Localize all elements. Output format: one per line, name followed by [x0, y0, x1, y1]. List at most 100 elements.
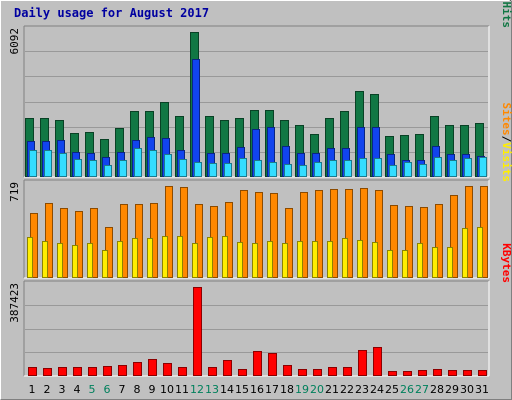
- x-tick-day-31: 31: [475, 383, 489, 396]
- panel-visits-sites: 719 Sites/Visits: [8, 103, 512, 279]
- bar-visits-day-16: [252, 243, 258, 278]
- bar-kbytes-day-15: [238, 369, 247, 376]
- legend-entry: KBytes: [500, 243, 512, 283]
- x-tick-day-3: 3: [59, 383, 66, 396]
- bar-visits-day-3: [57, 243, 63, 278]
- bar-kbytes-day-7: [118, 365, 127, 376]
- bar-sites-day-21: [330, 189, 338, 278]
- x-tick-day-27: 27: [415, 383, 429, 396]
- bar-pages-day-5: [89, 160, 97, 177]
- bar-visits-day-30: [462, 228, 468, 278]
- bar-kbytes-day-18: [283, 365, 292, 376]
- x-axis-tick-labels: 1 2 3 4 5 6 7 8 9 10 11 12 13 14 15 16 17 18 19 20 21 22 23 24 2…: [29, 383, 490, 396]
- bar-kbytes-day-4: [73, 367, 82, 376]
- bar-pages-day-17: [269, 162, 277, 177]
- bar-kbytes-day-23: [358, 350, 367, 376]
- bar-kbytes-day-27: [418, 370, 427, 376]
- x-tick-day-24: 24: [370, 383, 384, 396]
- legend-entry: Sites: [500, 103, 512, 136]
- bar-kbytes-day-22: [343, 367, 352, 376]
- x-tick-day-30: 30: [460, 383, 474, 396]
- bar-sites-day-26: [405, 206, 413, 278]
- bar-pages-day-8: [134, 148, 142, 177]
- bar-kbytes-day-19: [298, 369, 307, 376]
- x-tick-day-23: 23: [355, 383, 369, 396]
- bar-kbytes-day-13: [208, 367, 217, 376]
- x-tick-day-22: 22: [340, 383, 354, 396]
- bar-sites-day-16: [255, 192, 263, 278]
- bar-visits-day-5: [87, 243, 93, 278]
- bar-visits-day-15: [237, 242, 243, 278]
- bar-kbytes-day-17: [268, 353, 277, 376]
- bar-pages-day-11: [179, 159, 187, 177]
- bar-pages-day-6: [104, 165, 112, 177]
- x-tick-day-20: 20: [310, 383, 324, 396]
- bar-sites-day-22: [345, 189, 353, 278]
- bar-pages-day-7: [119, 160, 127, 177]
- bar-kbytes-day-29: [448, 370, 457, 376]
- bar-kbytes-day-31: [478, 370, 487, 376]
- bar-kbytes-day-28: [433, 369, 442, 376]
- bar-kbytes-day-20: [313, 369, 322, 376]
- bar-kbytes-day-3: [58, 367, 67, 376]
- x-tick-day-6: 6: [104, 383, 111, 396]
- bar-sites-day-23: [360, 188, 368, 278]
- bar-kbytes-day-1: [28, 367, 37, 376]
- bar-visits-day-19: [297, 241, 303, 278]
- panel-hits-files-pages: 6092 Pages/Files/Hits: [8, 0, 512, 178]
- bar-pages-day-2: [44, 150, 52, 177]
- bar-kbytes-day-14: [223, 360, 232, 376]
- bar-kbytes-day-9: [148, 359, 157, 376]
- bar-pages-day-15: [239, 158, 247, 177]
- bar-pages-day-30: [464, 158, 472, 177]
- x-tick-day-12: 12: [190, 383, 204, 396]
- x-tick-day-14: 14: [220, 383, 234, 396]
- bar-visits-day-24: [372, 242, 378, 278]
- bar-sites-day-24: [375, 190, 383, 278]
- legend-entry: /: [500, 0, 512, 2]
- bar-visits-day-22: [342, 238, 348, 278]
- bar-sites-day-25: [390, 205, 398, 278]
- bar-pages-day-20: [314, 162, 322, 177]
- bar-kbytes-day-5: [88, 367, 97, 376]
- bar-visits-day-13: [207, 237, 213, 278]
- bar-sites-day-10: [165, 186, 173, 278]
- bar-visits-day-20: [312, 241, 318, 278]
- bar-sites-day-27: [420, 207, 428, 278]
- bar-pages-day-28: [434, 157, 442, 177]
- bar-pages-day-4: [74, 159, 82, 177]
- x-tick-day-17: 17: [265, 383, 279, 396]
- bar-pages-day-16: [254, 160, 262, 177]
- bar-visits-day-21: [327, 241, 333, 278]
- bar-kbytes-day-2: [43, 368, 52, 376]
- bar-sites-day-19: [300, 192, 308, 278]
- bar-pages-day-1: [29, 150, 37, 177]
- bar-sites-day-11: [180, 187, 188, 278]
- bar-sites-day-29: [450, 195, 458, 278]
- x-tick-day-19: 19: [295, 383, 309, 396]
- bar-kbytes-day-6: [103, 366, 112, 376]
- legend-entry: /: [500, 136, 512, 143]
- bar-sites-day-17: [270, 193, 278, 278]
- legend-entry: Hits: [500, 2, 512, 29]
- x-tick-day-4: 4: [74, 383, 81, 396]
- bar-kbytes-day-12: [193, 287, 202, 376]
- x-tick-day-11: 11: [175, 383, 189, 396]
- bar-visits-day-18: [282, 243, 288, 278]
- x-tick-day-5: 5: [89, 383, 96, 396]
- bar-pages-day-25: [389, 165, 397, 177]
- bar-visits-day-31: [477, 227, 483, 278]
- bar-kbytes-day-30: [463, 370, 472, 376]
- bar-visits-day-4: [72, 245, 78, 278]
- bar-pages-day-10: [164, 154, 172, 177]
- bar-kbytes-day-10: [163, 363, 172, 376]
- x-tick-day-7: 7: [119, 383, 126, 396]
- bar-sites-day-12: [195, 204, 203, 278]
- bar-visits-day-9: [147, 238, 153, 278]
- y-max-label: 6092: [8, 28, 21, 55]
- bar-visits-day-2: [42, 241, 48, 278]
- x-tick-day-26: 26: [400, 383, 414, 396]
- bar-kbytes-day-8: [133, 362, 142, 376]
- side-legend: KBytes: [500, 243, 512, 283]
